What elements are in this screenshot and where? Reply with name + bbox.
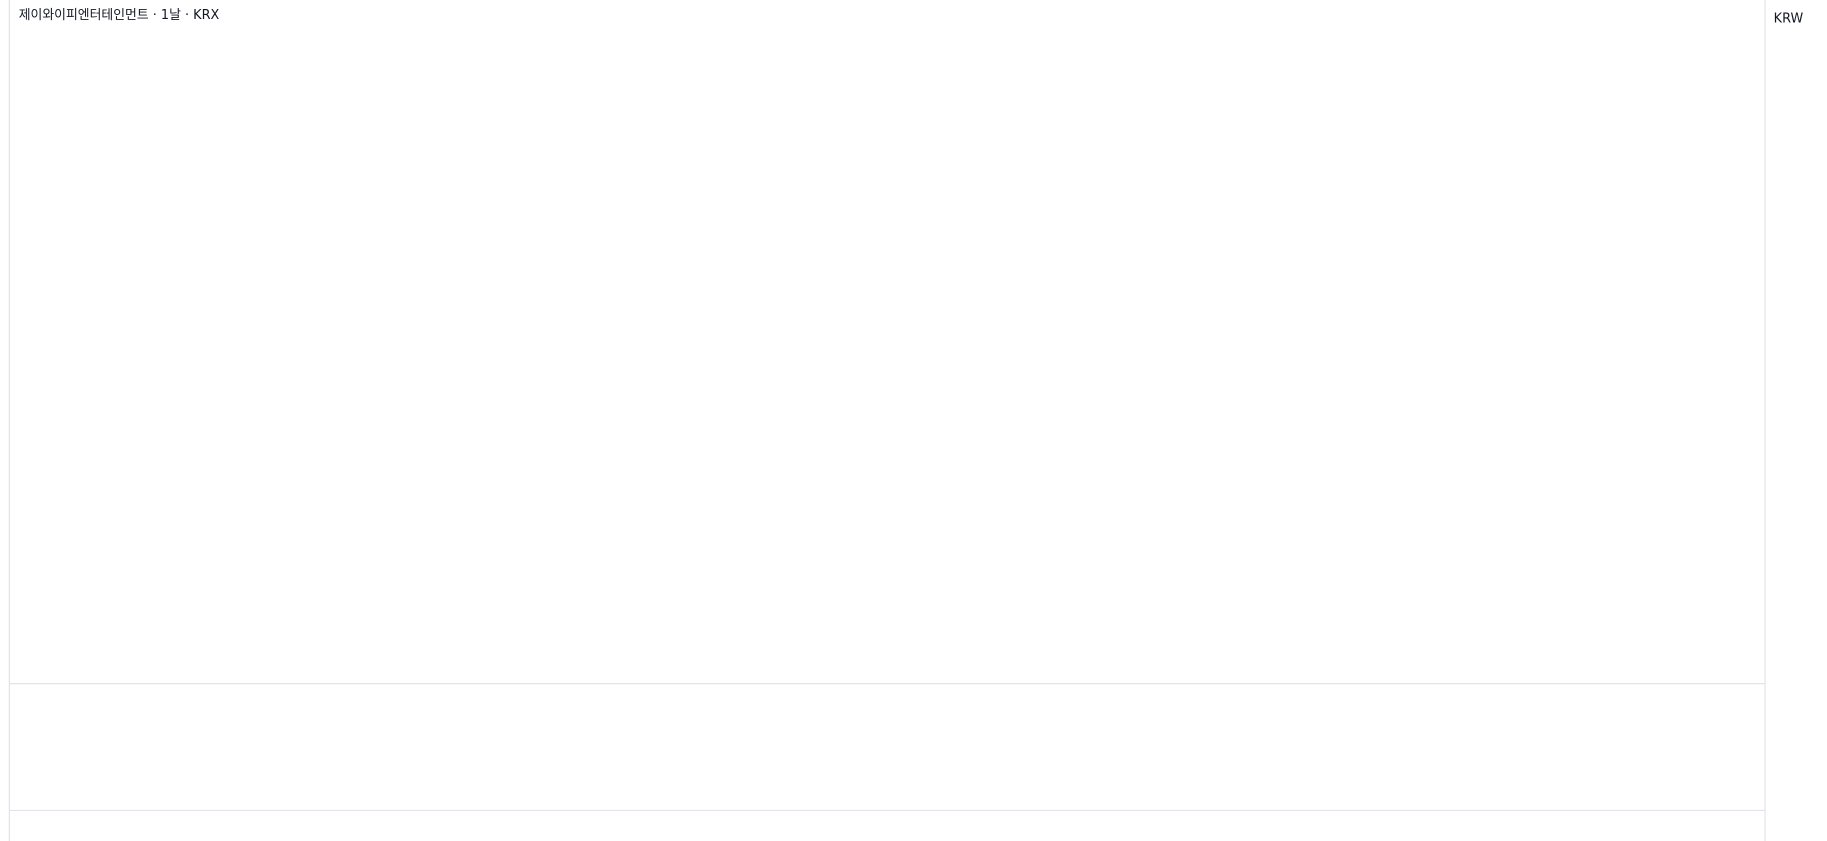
chart-title: 제이와이피엔터테인먼트 · 1날 · KRX bbox=[19, 8, 220, 23]
currency-label: KRW bbox=[1774, 11, 1804, 26]
